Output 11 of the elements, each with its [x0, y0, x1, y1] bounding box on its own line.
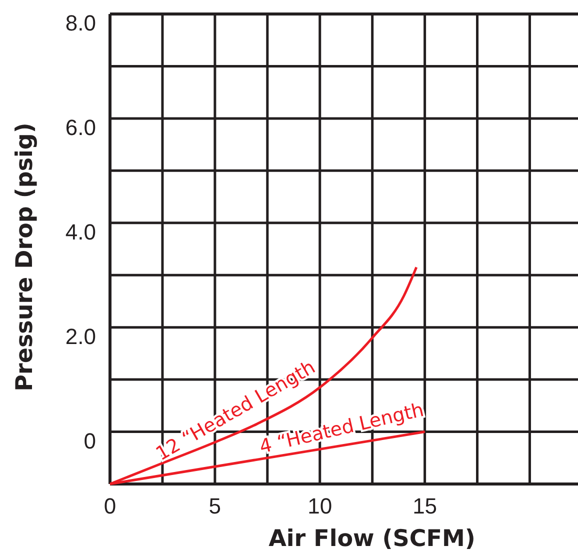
- x-tick-label: 10: [308, 494, 332, 519]
- x-tick-label: 5: [208, 494, 222, 519]
- y-tick-label: 0: [84, 428, 96, 454]
- y-axis-title: Pressure Drop (psig): [12, 122, 38, 392]
- y-tick-label: 4.0: [65, 219, 96, 244]
- x-tick-label: 15: [412, 494, 438, 519]
- y-tick-label: 8.0: [65, 10, 96, 36]
- x-axis-title: Air Flow (SCFM): [268, 526, 476, 552]
- y-tick-label: 2.0: [65, 324, 96, 349]
- y-tick-label: 6.0: [65, 114, 96, 140]
- x-tick-label: 0: [104, 494, 116, 519]
